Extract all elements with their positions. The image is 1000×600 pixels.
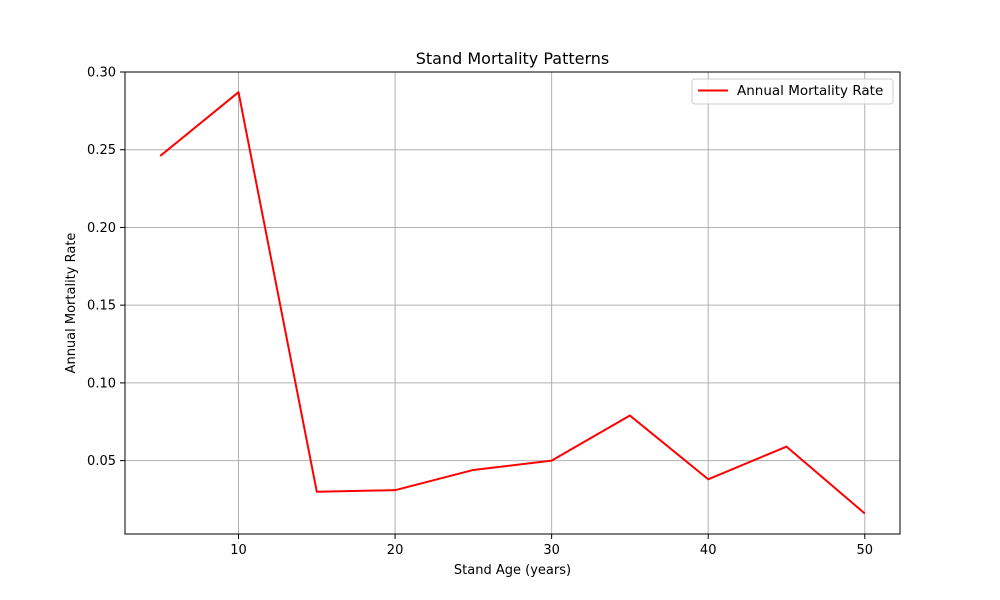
x-tick-label: 40 bbox=[700, 543, 717, 558]
y-tick-label: 0.25 bbox=[87, 143, 116, 158]
x-tick-label: 20 bbox=[387, 543, 404, 558]
data-point bbox=[238, 91, 240, 93]
data-point bbox=[394, 489, 396, 491]
legend-label: Annual Mortality Rate bbox=[737, 83, 883, 99]
y-axis-label: Annual Mortality Rate bbox=[64, 233, 79, 374]
y-axis-ticks: 0.05 0.10 0.15 0.20 0.25 0.30 bbox=[87, 66, 125, 469]
x-axis-label: Stand Age (years) bbox=[454, 563, 571, 578]
data-point bbox=[864, 512, 866, 514]
data-point bbox=[551, 460, 553, 462]
series-layer bbox=[159, 91, 866, 515]
plot-frame bbox=[124, 71, 901, 535]
x-tick-label: 10 bbox=[230, 543, 247, 558]
y-tick-label: 0.10 bbox=[87, 376, 116, 391]
plot-area bbox=[125, 72, 900, 534]
x-tick-label: 30 bbox=[543, 543, 560, 558]
x-tick-label: 50 bbox=[856, 543, 873, 558]
data-point bbox=[707, 478, 709, 480]
y-tick-label: 0.20 bbox=[87, 221, 116, 236]
data-point bbox=[472, 469, 474, 471]
y-tick-label: 0.05 bbox=[87, 454, 116, 469]
data-point bbox=[316, 491, 318, 493]
series-line bbox=[159, 91, 866, 515]
data-point bbox=[785, 446, 787, 448]
x-axis-ticks: 10 20 30 40 50 bbox=[230, 534, 873, 558]
y-tick-label: 0.30 bbox=[87, 66, 116, 81]
chart-title: Stand Mortality Patterns bbox=[416, 49, 609, 68]
y-tick-label: 0.15 bbox=[87, 299, 116, 314]
legend-box bbox=[691, 78, 894, 105]
legend: Annual Mortality Rate bbox=[691, 78, 894, 105]
data-point bbox=[159, 155, 161, 157]
data-point bbox=[629, 415, 631, 417]
